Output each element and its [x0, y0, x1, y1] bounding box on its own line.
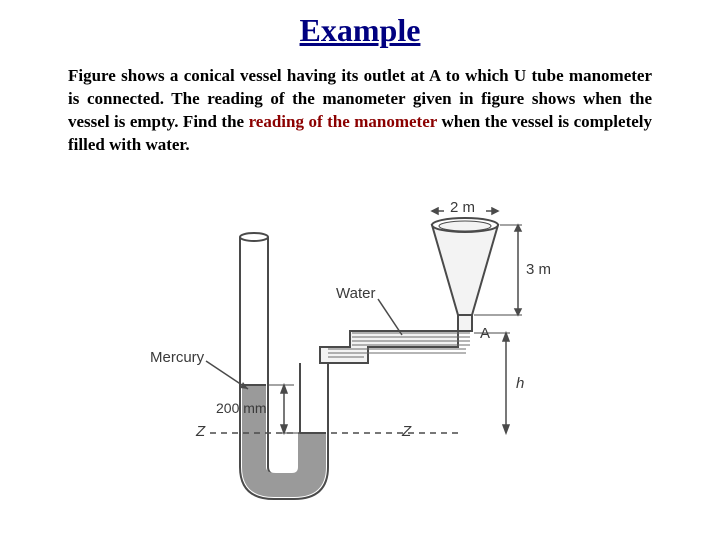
dim-200mm-group: [268, 385, 298, 433]
water-pointer: [378, 299, 402, 335]
label-z-right: Z: [402, 423, 411, 440]
label-water: Water: [336, 285, 375, 302]
label-3m: 3 m: [526, 261, 551, 278]
manometer-figure: 2 m 3 m Water Mercury 200 mm A h Z Z: [150, 207, 570, 527]
label-200mm: 200 mm: [216, 400, 267, 416]
label-mercury: Mercury: [150, 349, 204, 366]
connecting-pipe: [320, 315, 472, 363]
label-A: A: [480, 325, 490, 342]
label-z-left: Z: [196, 423, 205, 440]
problem-statement: Figure shows a conical vessel having its…: [68, 65, 652, 157]
cone: [432, 225, 498, 315]
para-red: reading of the manometer: [249, 112, 437, 131]
figure-svg: [150, 207, 570, 527]
cone-rim-inner: [439, 221, 491, 231]
label-2m: 2 m: [450, 199, 475, 216]
page-title: Example: [0, 12, 720, 49]
label-h: h: [516, 375, 524, 392]
dim-h-group: [474, 333, 510, 433]
